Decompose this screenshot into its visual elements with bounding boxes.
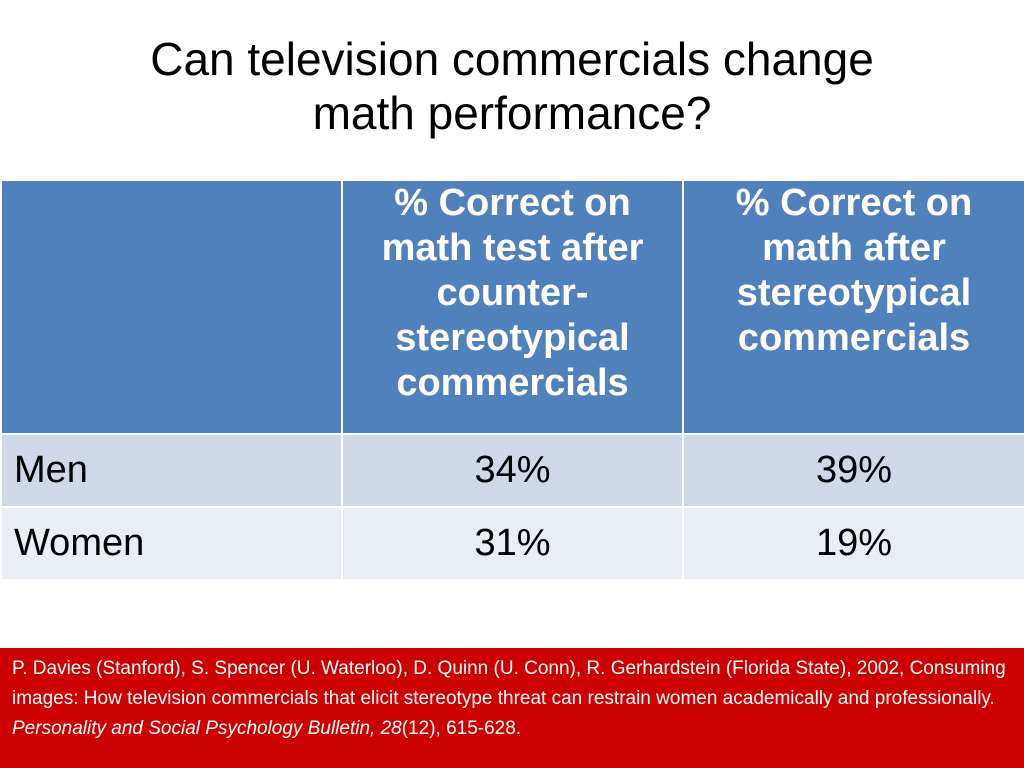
table-row-men: Men 34% 39% [0, 433, 1024, 508]
citation-box: P. Davies (Stanford), S. Spencer (U. Wat… [0, 648, 1024, 768]
citation-text: P. Davies (Stanford), S. Spencer (U. Wat… [12, 658, 1006, 709]
header-line: counter- [436, 272, 589, 314]
slide-title-line-2: math performance? [312, 87, 712, 139]
table-header-counter-stereotypical: % Correct on math test after counter- st… [341, 179, 684, 435]
citation-journal: Personality and Social Psychology Bullet… [12, 718, 402, 739]
results-table: % Correct on math test after counter- st… [0, 179, 1024, 581]
slide-title: Can television commercials change math p… [60, 32, 964, 140]
citation-issue-pages: (12), 615-628. [401, 718, 522, 739]
header-line: math after [762, 227, 946, 269]
table-header-empty [0, 179, 343, 435]
header-line: stereotypical [395, 317, 630, 359]
cell-women-counter-stereotypical: 31% [341, 506, 684, 581]
table-header-row: % Correct on math test after counter- st… [0, 179, 1024, 435]
cell-men-counter-stereotypical: 34% [341, 433, 684, 508]
cell-men-stereotypical: 39% [682, 433, 1024, 508]
header-line: % Correct on [735, 182, 973, 224]
cell-women-stereotypical: 19% [682, 506, 1024, 581]
header-line: commercials [396, 362, 629, 404]
slide-title-line-1: Can television commercials change [150, 33, 874, 85]
header-line: commercials [737, 317, 971, 359]
table-header-stereotypical: % Correct on math after stereotypical co… [682, 179, 1024, 435]
row-label-men: Men [0, 433, 343, 508]
table-row-women: Women 31% 19% [0, 506, 1024, 581]
row-label-women: Women [0, 506, 343, 581]
header-line: % Correct on [394, 182, 631, 224]
header-line: math test after [381, 227, 644, 269]
header-line: stereotypical [736, 272, 972, 314]
